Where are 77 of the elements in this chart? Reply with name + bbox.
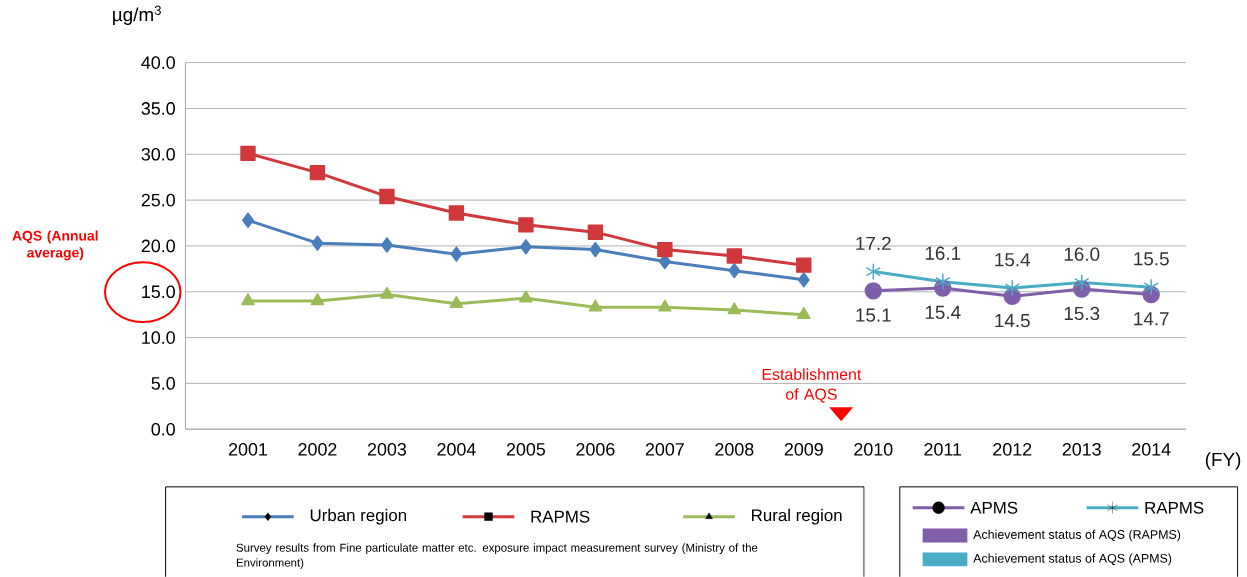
data-label: 15.4 [925, 305, 961, 319]
point [309, 164, 326, 181]
point [380, 237, 393, 253]
x-tick-label: 2006 [576, 442, 615, 456]
y-tick-label: 10.0 [142, 331, 175, 344]
point [240, 145, 256, 161]
point [865, 262, 881, 281]
point [726, 248, 743, 264]
point [587, 224, 604, 240]
point [588, 299, 603, 312]
x-tick-label: 2011 [924, 442, 962, 456]
point [379, 188, 395, 205]
point [728, 262, 741, 279]
legend-label: RAPMS [1145, 501, 1204, 514]
x-tick-label: 2004 [437, 442, 476, 456]
point [797, 272, 810, 288]
y-tick-label: 20.0 [141, 239, 175, 253]
x-tick-label: 2001 [229, 442, 267, 456]
point [310, 293, 325, 306]
data-label: 16.1 [925, 246, 961, 260]
x-axis-title: (FY) [1205, 452, 1241, 470]
y-axis-title: µg/m$^{3}$ [113, 5, 161, 25]
data-label: 14.5 [995, 313, 1030, 328]
point [311, 235, 324, 251]
point [449, 295, 464, 308]
point [519, 239, 532, 255]
x-tick-label: 2008 [715, 442, 754, 456]
point [658, 299, 672, 312]
text: Achievement status of AQS (RAPMS) [973, 529, 1181, 542]
data-label: 14.7 [1134, 312, 1169, 326]
point [242, 212, 254, 228]
x-tick-label: 2012 [993, 442, 1032, 456]
x-tick-label: 2003 [367, 442, 407, 456]
x-tick-label: 2002 [298, 442, 337, 456]
data-label: 17.2 [856, 236, 891, 250]
data-label: 15.3 [1064, 306, 1100, 320]
data-label: 15.1 [856, 308, 891, 322]
text: Achievement status of AQS (APMS) [973, 553, 1172, 566]
x-tick-label: 2010 [854, 442, 893, 456]
annotation: Establishment of AQS [762, 368, 862, 403]
point [864, 282, 882, 300]
y-tick-label: 35.0 [141, 101, 175, 115]
point [589, 241, 602, 258]
x-tick-label: 2007 [645, 442, 684, 456]
x-tick-label: 2005 [506, 442, 546, 456]
legend-label: APMS [970, 501, 1018, 514]
data-label: 16.0 [1064, 247, 1100, 261]
point [657, 241, 673, 258]
y-tick-label: 5.0 [151, 376, 175, 390]
data-label: 15.4 [995, 253, 1031, 267]
point [727, 302, 742, 315]
text: Survey results from Fine particulate matter etc. exposure impact measurement survey (Ministry of the Environment) [236, 543, 758, 569]
point [1004, 279, 1020, 297]
data-label: 15.5 [1134, 252, 1169, 266]
x-tick-label: 2014 [1132, 442, 1171, 456]
point [1143, 278, 1159, 296]
point [448, 205, 465, 221]
y-tick-label: 40.0 [141, 56, 175, 69]
legend-label: Urban region [310, 508, 407, 525]
point [935, 272, 951, 291]
point [797, 306, 811, 319]
point [519, 290, 533, 303]
y-tick-label: 30.0 [141, 147, 175, 161]
text: AQS (Annual average) [12, 230, 98, 261]
point [796, 257, 812, 273]
point [380, 286, 394, 299]
point [450, 246, 463, 262]
point [518, 217, 534, 233]
y-tick-label: 15.0 [142, 285, 175, 298]
x-tick-label: 2013 [1062, 442, 1101, 456]
x-tick-label: 2009 [784, 442, 823, 456]
legend-label: RAPMS [531, 510, 590, 523]
legend-label: Rural region [752, 508, 842, 525]
point [241, 293, 255, 306]
y-tick-label: 25.0 [141, 193, 175, 207]
point [1074, 273, 1090, 292]
y-tick-label: 0.0 [151, 422, 175, 436]
